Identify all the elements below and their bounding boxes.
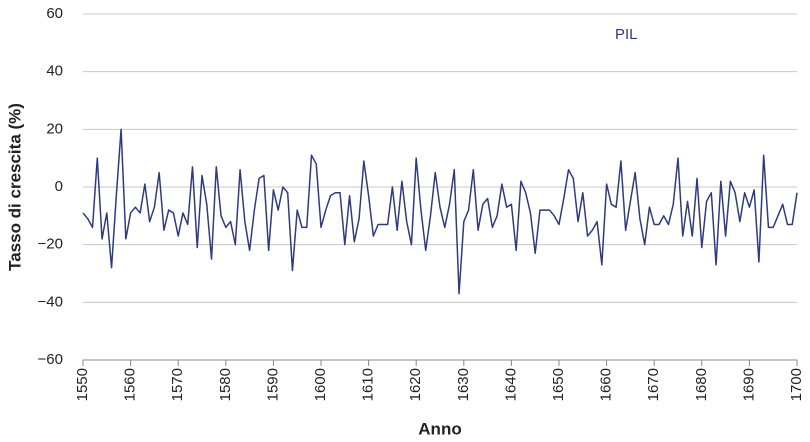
- x-tick-label: 1700: [788, 368, 805, 401]
- x-tick-label: 1640: [502, 368, 519, 401]
- x-tick-label: 1610: [360, 368, 377, 401]
- x-axis-label: Anno: [418, 419, 461, 438]
- line-series: [82, 128, 798, 295]
- y-tick-label: 40: [46, 63, 63, 80]
- x-tick-label: 1590: [264, 368, 281, 401]
- y-tick-label: 0: [55, 178, 63, 195]
- y-tick-label: −20: [38, 236, 63, 253]
- x-tick-label: 1580: [217, 368, 234, 401]
- x-tick-label: 1560: [122, 368, 139, 401]
- y-tick-label: −40: [38, 293, 63, 310]
- y-axis-label: Tasso di crescita (%): [5, 103, 24, 271]
- x-tick-label: 1630: [455, 368, 472, 401]
- y-tick-label: −60: [38, 351, 63, 368]
- x-tick-label: 1660: [598, 368, 615, 401]
- legend-label: PIL: [615, 26, 638, 43]
- y-tick-label: 60: [46, 5, 63, 22]
- x-tick-label: 1600: [312, 368, 329, 401]
- y-tick-label: 20: [46, 120, 63, 137]
- x-tick-label: 1570: [169, 368, 186, 401]
- x-tick-label: 1670: [645, 368, 662, 401]
- x-tick-label: 1650: [550, 368, 567, 401]
- x-tick-label: 1550: [74, 368, 91, 401]
- x-tick-label: 1680: [693, 368, 710, 401]
- x-tick-label: 1690: [740, 368, 757, 401]
- x-tick-label: 1620: [407, 368, 424, 401]
